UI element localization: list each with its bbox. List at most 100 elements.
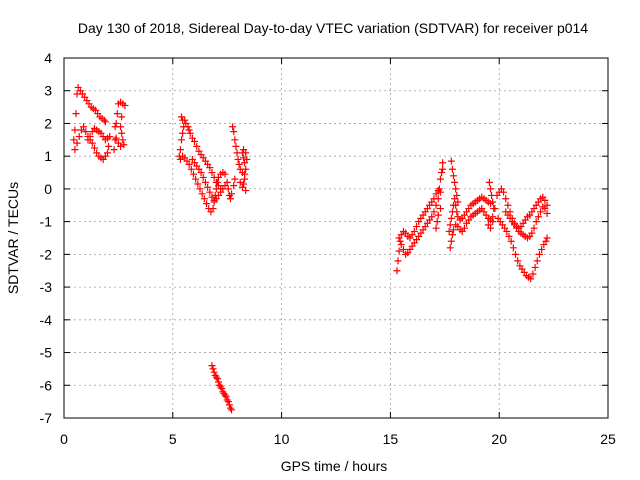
data-point bbox=[184, 123, 192, 131]
data-point bbox=[434, 195, 442, 203]
data-point bbox=[212, 185, 220, 193]
data-point bbox=[121, 101, 129, 109]
data-point bbox=[509, 244, 517, 252]
series-pass-3b bbox=[395, 159, 447, 258]
data-point bbox=[529, 270, 537, 278]
data-point bbox=[452, 185, 460, 193]
data-point bbox=[514, 257, 522, 265]
data-point bbox=[446, 244, 454, 252]
data-point bbox=[541, 196, 549, 204]
data-point bbox=[447, 157, 455, 165]
data-point bbox=[113, 110, 121, 118]
data-point bbox=[439, 165, 447, 173]
data-point bbox=[436, 188, 444, 196]
data-point bbox=[410, 227, 418, 235]
data-point bbox=[436, 205, 444, 213]
data-point bbox=[541, 205, 549, 213]
data-point bbox=[460, 224, 468, 232]
data-point bbox=[225, 401, 233, 409]
data-point bbox=[454, 198, 462, 206]
data-point bbox=[439, 159, 447, 167]
series-pass-3c bbox=[445, 193, 494, 235]
data-point bbox=[430, 208, 438, 216]
data-point bbox=[512, 250, 520, 258]
series-pass-1c bbox=[110, 98, 129, 154]
data-point bbox=[226, 404, 234, 412]
data-point bbox=[101, 118, 109, 126]
series-pass-4c bbox=[502, 203, 551, 242]
x-tick-label: 25 bbox=[600, 431, 616, 447]
data-point bbox=[111, 123, 119, 131]
data-point bbox=[231, 175, 239, 183]
data-point bbox=[118, 129, 126, 137]
data-point bbox=[394, 257, 402, 265]
data-point bbox=[235, 160, 243, 168]
data-point bbox=[543, 209, 551, 217]
data-point bbox=[198, 190, 206, 198]
data-point bbox=[242, 187, 250, 195]
series-pass-1b bbox=[71, 123, 114, 163]
series-pass-3e bbox=[447, 157, 498, 232]
data-point bbox=[223, 178, 231, 186]
x-tick-label: 20 bbox=[491, 431, 507, 447]
data-point bbox=[210, 368, 218, 376]
data-point bbox=[438, 169, 446, 177]
y-tick-label: 3 bbox=[44, 83, 52, 99]
x-tick-label: 15 bbox=[383, 431, 399, 447]
y-tick-label: -2 bbox=[40, 246, 53, 262]
data-point bbox=[88, 128, 96, 136]
data-point bbox=[447, 237, 455, 245]
y-tick-label: 2 bbox=[44, 115, 52, 131]
data-point bbox=[490, 205, 498, 213]
y-tick-label: -5 bbox=[40, 345, 53, 361]
data-point bbox=[486, 185, 494, 193]
y-tick-label: -4 bbox=[40, 312, 53, 328]
data-point bbox=[214, 378, 222, 386]
data-point bbox=[450, 226, 458, 234]
data-point bbox=[451, 178, 459, 186]
y-tick-label: 0 bbox=[44, 181, 52, 197]
data-point bbox=[232, 142, 240, 150]
data-point bbox=[204, 183, 212, 191]
data-point bbox=[224, 398, 232, 406]
plot-area-frame bbox=[63, 57, 609, 419]
grid-lines bbox=[64, 58, 608, 418]
data-point bbox=[538, 245, 546, 253]
data-point bbox=[532, 218, 540, 226]
data-point bbox=[543, 234, 551, 242]
x-axis-tick-labels: 0 5 10 15 20 25 bbox=[60, 431, 616, 447]
data-point bbox=[445, 227, 453, 235]
data-point bbox=[208, 362, 216, 370]
data-point bbox=[82, 128, 90, 136]
data-point bbox=[104, 149, 112, 157]
data-point bbox=[110, 146, 118, 154]
data-point bbox=[229, 123, 237, 131]
data-point bbox=[176, 146, 184, 154]
data-point bbox=[194, 180, 202, 188]
data-point bbox=[236, 178, 244, 186]
data-point bbox=[502, 195, 510, 203]
y-tick-label: 1 bbox=[44, 148, 52, 164]
data-point bbox=[230, 128, 238, 136]
data-point bbox=[84, 136, 92, 144]
data-point bbox=[179, 129, 187, 137]
data-point bbox=[484, 221, 492, 229]
data-point bbox=[542, 237, 550, 245]
chart-title: Day 130 of 2018, Sidereal Day-to-day VTE… bbox=[78, 20, 588, 36]
data-point bbox=[234, 155, 242, 163]
data-point bbox=[453, 208, 461, 216]
data-point bbox=[228, 190, 236, 198]
data-point bbox=[88, 139, 96, 147]
data-point bbox=[203, 200, 211, 208]
y-axis-label: SDTVAR / TECUs bbox=[5, 182, 21, 294]
data-point bbox=[448, 165, 456, 173]
data-point bbox=[75, 133, 83, 141]
data-point bbox=[535, 250, 543, 258]
data-point bbox=[80, 123, 88, 131]
data-point bbox=[213, 178, 221, 186]
data-point bbox=[119, 136, 127, 144]
data-point bbox=[191, 137, 199, 145]
data-point bbox=[396, 237, 404, 245]
data-point bbox=[223, 396, 231, 404]
